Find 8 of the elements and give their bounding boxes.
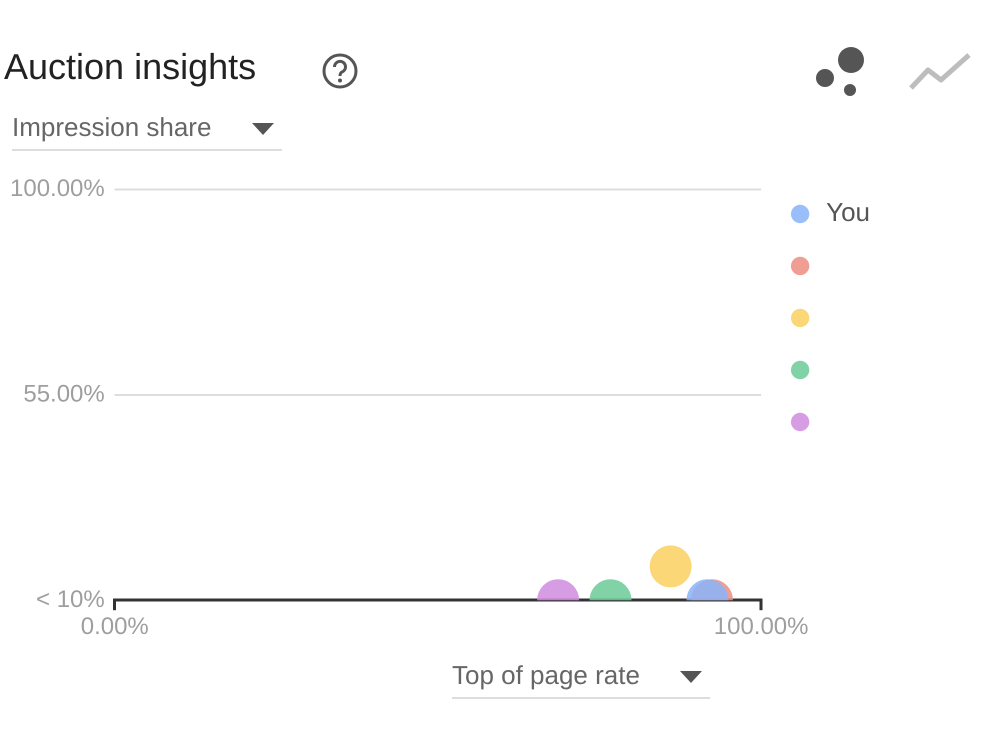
y-tick-label: 100.00% [10, 175, 105, 202]
y-tick-label: 55.00% [23, 380, 105, 408]
chart-title: Auction insights [4, 46, 256, 88]
legend-label: You [826, 197, 870, 228]
x-axis-title: Top of page rate [452, 660, 710, 699]
y-axis-title: Impression share [12, 112, 282, 151]
x-tick-label: 0.00% [80, 613, 149, 640]
y-tick-label: < 10% [36, 586, 105, 613]
